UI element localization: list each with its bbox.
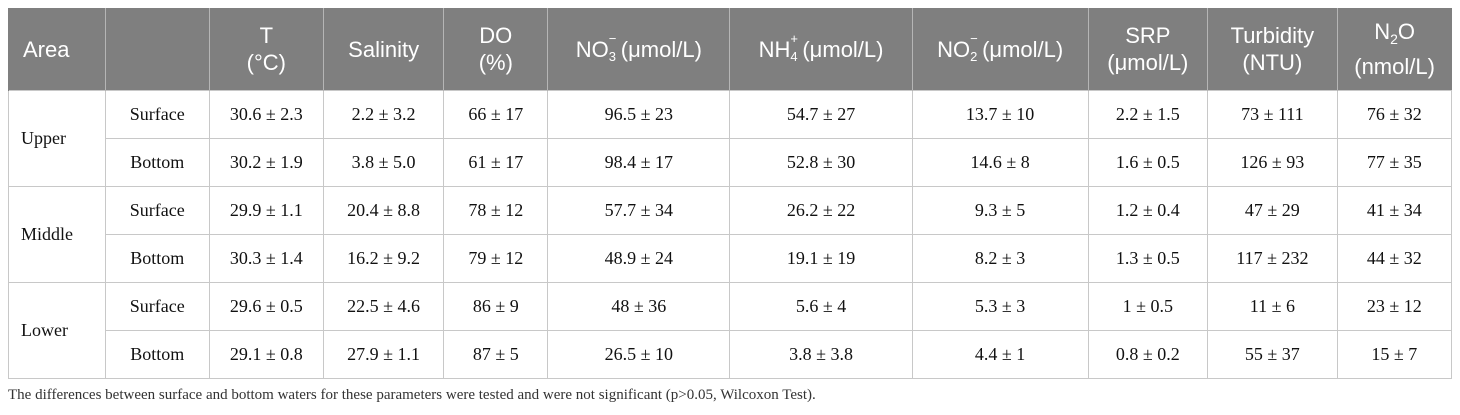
header-nitrite: NO −2 (μmol/L) [911,8,1089,91]
header-salinity: Salinity [322,8,444,91]
area-cell: Middle [8,186,106,283]
table-cell: 5.6 ± 4 [729,282,913,331]
table-cell: 44 ± 32 [1336,234,1453,283]
table-cell: 54.7 ± 27 [729,90,913,139]
table-cell: 98.4 ± 17 [547,138,731,187]
header-nitrate: NO −3 (μmol/L) [547,8,730,91]
header-srp: SRP (μmol/L) [1087,8,1208,91]
table-cell: 5.3 ± 3 [911,282,1089,331]
table-cell: 30.3 ± 1.4 [208,234,324,283]
header-temperature: T (°C) [208,8,324,91]
table-cell: 1.3 ± 0.5 [1087,234,1209,283]
depth-cell: Surface [104,186,210,235]
header-row: Area T (°C) Salinity DO (%) NO −3 (μmol/L) N… [8,8,1452,91]
table-cell: 1.2 ± 0.4 [1087,186,1209,235]
table-cell: 8.2 ± 3 [911,234,1089,283]
table-cell: 20.4 ± 8.8 [322,186,445,235]
header-ammonium: NH +4 (μmol/L) [729,8,913,91]
table-cell: 1.6 ± 0.5 [1087,138,1209,187]
header-turbidity: Turbidity (NTU) [1207,8,1338,91]
table-row: Bottom 30.3 ± 1.4 16.2 ± 9.2 79 ± 12 48.… [9,234,1453,283]
table-cell: 29.9 ± 1.1 [208,186,324,235]
table-cell: 41 ± 34 [1336,186,1453,235]
table-cell: 126 ± 93 [1207,138,1338,187]
table-cell: 52.8 ± 30 [729,138,913,187]
depth-cell: Surface [104,282,210,331]
table-cell: 30.6 ± 2.3 [208,90,324,139]
table-cell: 29.6 ± 0.5 [208,282,324,331]
table-cell: 3.8 ± 5.0 [322,138,445,187]
table-footnote: The differences between surface and bott… [8,387,816,403]
table-cell: 29.1 ± 0.8 [208,330,324,379]
table-row: Bottom 30.2 ± 1.9 3.8 ± 5.0 61 ± 17 98.4… [9,138,1453,187]
table-cell: 16.2 ± 9.2 [322,234,445,283]
depth-cell: Surface [104,90,210,139]
table-cell: 4.4 ± 1 [911,330,1089,379]
table-cell: 79 ± 12 [443,234,549,283]
table-cell: 27.9 ± 1.1 [322,330,445,379]
table-cell: 13.7 ± 10 [911,90,1089,139]
table-cell: 73 ± 111 [1207,90,1338,139]
table-cell: 0.8 ± 0.2 [1087,330,1209,379]
table-cell: 66 ± 17 [443,90,549,139]
table-row: Upper Surface 30.6 ± 2.3 2.2 ± 3.2 66 ± … [8,90,1453,187]
area-cell: Upper [8,90,106,187]
table-cell: 86 ± 9 [443,282,549,331]
table-cell: 1 ± 0.5 [1087,282,1209,331]
table-cell: 55 ± 37 [1207,330,1338,379]
table-cell: 77 ± 35 [1336,138,1453,187]
table-row: Bottom 29.1 ± 0.8 27.9 ± 1.1 87 ± 5 26.5… [9,330,1453,379]
data-table: Area T (°C) Salinity DO (%) NO −3 (μmol/L) N… [8,8,1453,379]
table-cell: 47 ± 29 [1207,186,1338,235]
table-cell: 57.7 ± 34 [547,186,731,235]
table-cell: 61 ± 17 [443,138,549,187]
table-cell: 11 ± 6 [1207,282,1338,331]
table-cell: 23 ± 12 [1336,282,1453,331]
header-n2o: N2O (nmol/L) [1336,8,1452,91]
area-cell: Lower [8,282,106,379]
table-cell: 14.6 ± 8 [911,138,1089,187]
table-cell: 9.3 ± 5 [911,186,1089,235]
table-cell: 15 ± 7 [1336,330,1453,379]
depth-cell: Bottom [104,330,210,379]
table-cell: 76 ± 32 [1336,90,1453,139]
table-cell: 2.2 ± 3.2 [322,90,445,139]
table-cell: 87 ± 5 [443,330,549,379]
header-depth [104,8,210,91]
table-cell: 78 ± 12 [443,186,549,235]
table-cell: 2.2 ± 1.5 [1087,90,1209,139]
depth-cell: Bottom [104,138,210,187]
table-cell: 26.5 ± 10 [547,330,731,379]
table-cell: 48 ± 36 [547,282,731,331]
table-cell: 117 ± 232 [1207,234,1338,283]
table-row: Middle Surface 29.9 ± 1.1 20.4 ± 8.8 78 … [8,186,1453,283]
header-area: Area [8,8,106,91]
table-row: Lower Surface 29.6 ± 0.5 22.5 ± 4.6 86 ±… [8,282,1453,379]
depth-cell: Bottom [104,234,210,283]
table-cell: 3.8 ± 3.8 [729,330,913,379]
table-cell: 19.1 ± 19 [729,234,913,283]
header-do: DO (%) [443,8,548,91]
table-cell: 48.9 ± 24 [547,234,731,283]
table-cell: 30.2 ± 1.9 [208,138,324,187]
table-cell: 22.5 ± 4.6 [322,282,445,331]
table-cell: 96.5 ± 23 [547,90,731,139]
table-cell: 26.2 ± 22 [729,186,913,235]
